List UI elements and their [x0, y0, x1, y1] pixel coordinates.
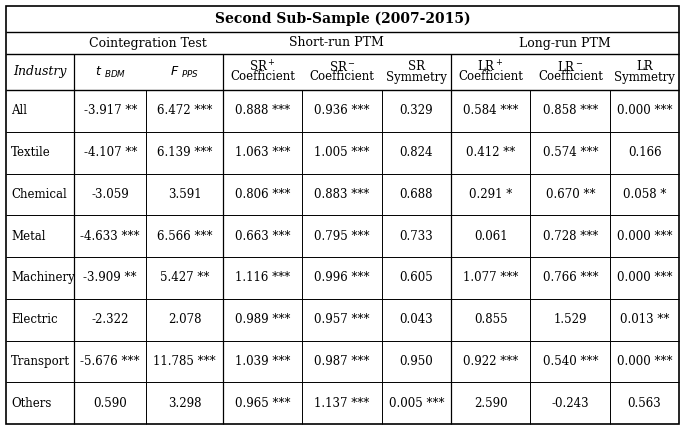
- Text: -4.633 ***: -4.633 ***: [80, 230, 140, 243]
- Text: 2.078: 2.078: [168, 313, 201, 326]
- Text: 0.563: 0.563: [627, 396, 662, 410]
- Text: -3.059: -3.059: [91, 188, 129, 201]
- Text: 0.922 ***: 0.922 ***: [463, 355, 519, 368]
- Text: Short-run PTM: Short-run PTM: [289, 37, 384, 49]
- Text: 0.061: 0.061: [474, 230, 508, 243]
- Text: 0.412 **: 0.412 **: [466, 146, 515, 159]
- Text: 2.590: 2.590: [474, 396, 508, 410]
- Text: LR$^+$: LR$^+$: [477, 59, 503, 75]
- Text: 3.298: 3.298: [168, 396, 201, 410]
- Text: -3.917 **: -3.917 **: [84, 104, 137, 117]
- Text: 0.888 ***: 0.888 ***: [235, 104, 290, 117]
- Text: Coefficient: Coefficient: [538, 71, 603, 83]
- Text: -4.107 **: -4.107 **: [84, 146, 137, 159]
- Text: -5.676 ***: -5.676 ***: [80, 355, 140, 368]
- Text: 0.996 ***: 0.996 ***: [314, 271, 370, 284]
- Text: Coefficient: Coefficient: [458, 71, 523, 83]
- Text: Coefficient: Coefficient: [230, 71, 295, 83]
- Text: 0.728 ***: 0.728 ***: [543, 230, 598, 243]
- Text: Textile: Textile: [11, 146, 51, 159]
- Text: Industry: Industry: [13, 65, 66, 79]
- Text: 0.000 ***: 0.000 ***: [616, 271, 673, 284]
- Text: 0.000 ***: 0.000 ***: [616, 230, 673, 243]
- Text: Symmetry: Symmetry: [386, 71, 447, 83]
- Text: Machinery: Machinery: [11, 271, 75, 284]
- Text: 0.989 ***: 0.989 ***: [235, 313, 290, 326]
- Text: 0.670 **: 0.670 **: [545, 188, 595, 201]
- Text: 0.000 ***: 0.000 ***: [616, 104, 673, 117]
- Text: -2.322: -2.322: [92, 313, 129, 326]
- Text: 1.063 ***: 1.063 ***: [235, 146, 290, 159]
- Text: 0.858 ***: 0.858 ***: [543, 104, 598, 117]
- Text: 5.427 **: 5.427 **: [160, 271, 209, 284]
- Text: 3.591: 3.591: [168, 188, 201, 201]
- Text: 0.590: 0.590: [93, 396, 127, 410]
- Text: Electric: Electric: [11, 313, 58, 326]
- Text: 0.005 ***: 0.005 ***: [388, 396, 444, 410]
- Text: 0.965 ***: 0.965 ***: [235, 396, 290, 410]
- Text: 0.766 ***: 0.766 ***: [543, 271, 598, 284]
- Text: 1.077 ***: 1.077 ***: [463, 271, 519, 284]
- Text: 1.529: 1.529: [553, 313, 587, 326]
- Text: 0.957 ***: 0.957 ***: [314, 313, 370, 326]
- Text: 0.058 *: 0.058 *: [623, 188, 667, 201]
- Text: 0.987 ***: 0.987 ***: [314, 355, 370, 368]
- Text: 0.166: 0.166: [627, 146, 662, 159]
- Text: Second Sub-Sample (2007-2015): Second Sub-Sample (2007-2015): [214, 12, 471, 26]
- Text: Cointegration Test: Cointegration Test: [89, 37, 207, 49]
- Text: 0.883 ***: 0.883 ***: [314, 188, 370, 201]
- Text: 11.785 ***: 11.785 ***: [153, 355, 216, 368]
- Text: 0.000 ***: 0.000 ***: [616, 355, 673, 368]
- Text: 0.663 ***: 0.663 ***: [235, 230, 290, 243]
- Text: SR: SR: [408, 61, 425, 74]
- Text: 0.733: 0.733: [399, 230, 433, 243]
- Text: 0.806 ***: 0.806 ***: [235, 188, 290, 201]
- Text: 0.574 ***: 0.574 ***: [543, 146, 598, 159]
- Text: 0.795 ***: 0.795 ***: [314, 230, 370, 243]
- Text: Others: Others: [11, 396, 51, 410]
- Text: Coefficient: Coefficient: [310, 71, 375, 83]
- Text: 0.291 *: 0.291 *: [469, 188, 512, 201]
- Text: 0.584 ***: 0.584 ***: [463, 104, 519, 117]
- Text: 0.855: 0.855: [474, 313, 508, 326]
- Text: 6.472 ***: 6.472 ***: [157, 104, 212, 117]
- Text: -0.243: -0.243: [551, 396, 589, 410]
- Text: $\mathit{t}\ _{\mathit{BDM}}$: $\mathit{t}\ _{\mathit{BDM}}$: [95, 64, 126, 80]
- Text: LR: LR: [636, 61, 653, 74]
- Text: LR$^-$: LR$^-$: [557, 60, 584, 74]
- Text: 0.013 **: 0.013 **: [620, 313, 669, 326]
- Text: Symmetry: Symmetry: [614, 71, 675, 83]
- Text: 0.329: 0.329: [399, 104, 433, 117]
- Text: Long-run PTM: Long-run PTM: [519, 37, 611, 49]
- Text: SR$^-$: SR$^-$: [329, 60, 356, 74]
- Text: 0.540 ***: 0.540 ***: [543, 355, 598, 368]
- Text: 1.116 ***: 1.116 ***: [235, 271, 290, 284]
- Text: Chemical: Chemical: [11, 188, 66, 201]
- Text: SR$^+$: SR$^+$: [249, 59, 275, 75]
- Text: All: All: [11, 104, 27, 117]
- Text: 1.039 ***: 1.039 ***: [235, 355, 290, 368]
- Text: 0.043: 0.043: [399, 313, 433, 326]
- Text: 0.605: 0.605: [399, 271, 433, 284]
- Text: 1.137 ***: 1.137 ***: [314, 396, 370, 410]
- Text: 0.824: 0.824: [399, 146, 433, 159]
- Text: 0.950: 0.950: [399, 355, 433, 368]
- Text: 1.005 ***: 1.005 ***: [314, 146, 370, 159]
- Text: -3.909 **: -3.909 **: [84, 271, 137, 284]
- Text: Transport: Transport: [11, 355, 70, 368]
- Text: 0.688: 0.688: [399, 188, 433, 201]
- Text: 0.936 ***: 0.936 ***: [314, 104, 370, 117]
- Text: Metal: Metal: [11, 230, 45, 243]
- Text: 6.566 ***: 6.566 ***: [157, 230, 212, 243]
- Text: $\mathit{F}\ _{\mathit{PPS}}$: $\mathit{F}\ _{\mathit{PPS}}$: [170, 64, 199, 80]
- Text: 6.139 ***: 6.139 ***: [157, 146, 212, 159]
